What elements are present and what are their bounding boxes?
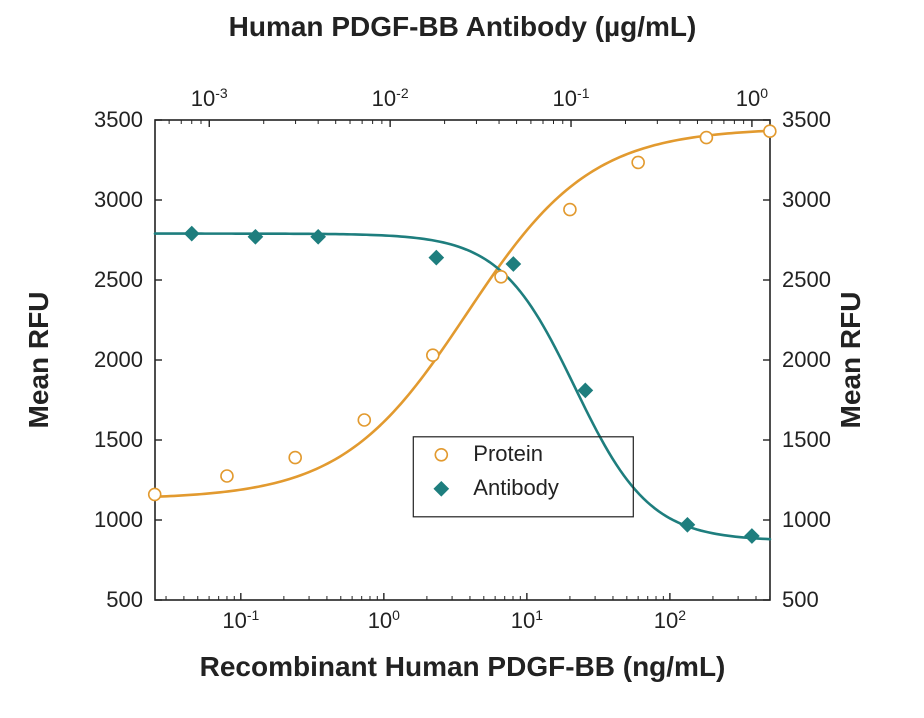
svg-text:1500: 1500 xyxy=(94,427,143,452)
svg-text:10-1: 10-1 xyxy=(553,85,590,111)
svg-text:2500: 2500 xyxy=(94,267,143,292)
svg-text:100: 100 xyxy=(736,85,768,111)
svg-text:1500: 1500 xyxy=(782,427,831,452)
svg-text:10-3: 10-3 xyxy=(191,85,228,111)
svg-text:500: 500 xyxy=(106,587,143,612)
svg-text:Mean RFU: Mean RFU xyxy=(23,292,54,429)
svg-text:3000: 3000 xyxy=(782,187,831,212)
chart-container: 500 500 1000 1000 1500 1500 2000 2000 2500 2500 30… xyxy=(0,0,924,718)
svg-text:2500: 2500 xyxy=(782,267,831,292)
svg-text:3000: 3000 xyxy=(94,187,143,212)
svg-text:Antibody: Antibody xyxy=(473,475,559,500)
svg-text:Protein: Protein xyxy=(473,441,543,466)
svg-text:101: 101 xyxy=(511,607,543,633)
chart-svg: 500 500 1000 1000 1500 1500 2000 2000 2500 2500 30… xyxy=(0,0,924,718)
svg-text:102: 102 xyxy=(654,607,686,633)
svg-text:10-1: 10-1 xyxy=(222,607,259,633)
svg-text:Recombinant Human PDGF-BB (ng/: Recombinant Human PDGF-BB (ng/mL) xyxy=(200,651,726,682)
svg-text:2000: 2000 xyxy=(782,347,831,372)
svg-text:3500: 3500 xyxy=(94,107,143,132)
svg-text:3500: 3500 xyxy=(782,107,831,132)
svg-text:500: 500 xyxy=(782,587,819,612)
svg-text:Mean RFU: Mean RFU xyxy=(835,292,866,429)
svg-text:100: 100 xyxy=(368,607,400,633)
svg-text:10-2: 10-2 xyxy=(372,85,409,111)
svg-text:1000: 1000 xyxy=(782,507,831,532)
svg-text:Human PDGF-BB Antibody (µg/mL): Human PDGF-BB Antibody (µg/mL) xyxy=(229,11,697,42)
svg-text:2000: 2000 xyxy=(94,347,143,372)
svg-text:1000: 1000 xyxy=(94,507,143,532)
